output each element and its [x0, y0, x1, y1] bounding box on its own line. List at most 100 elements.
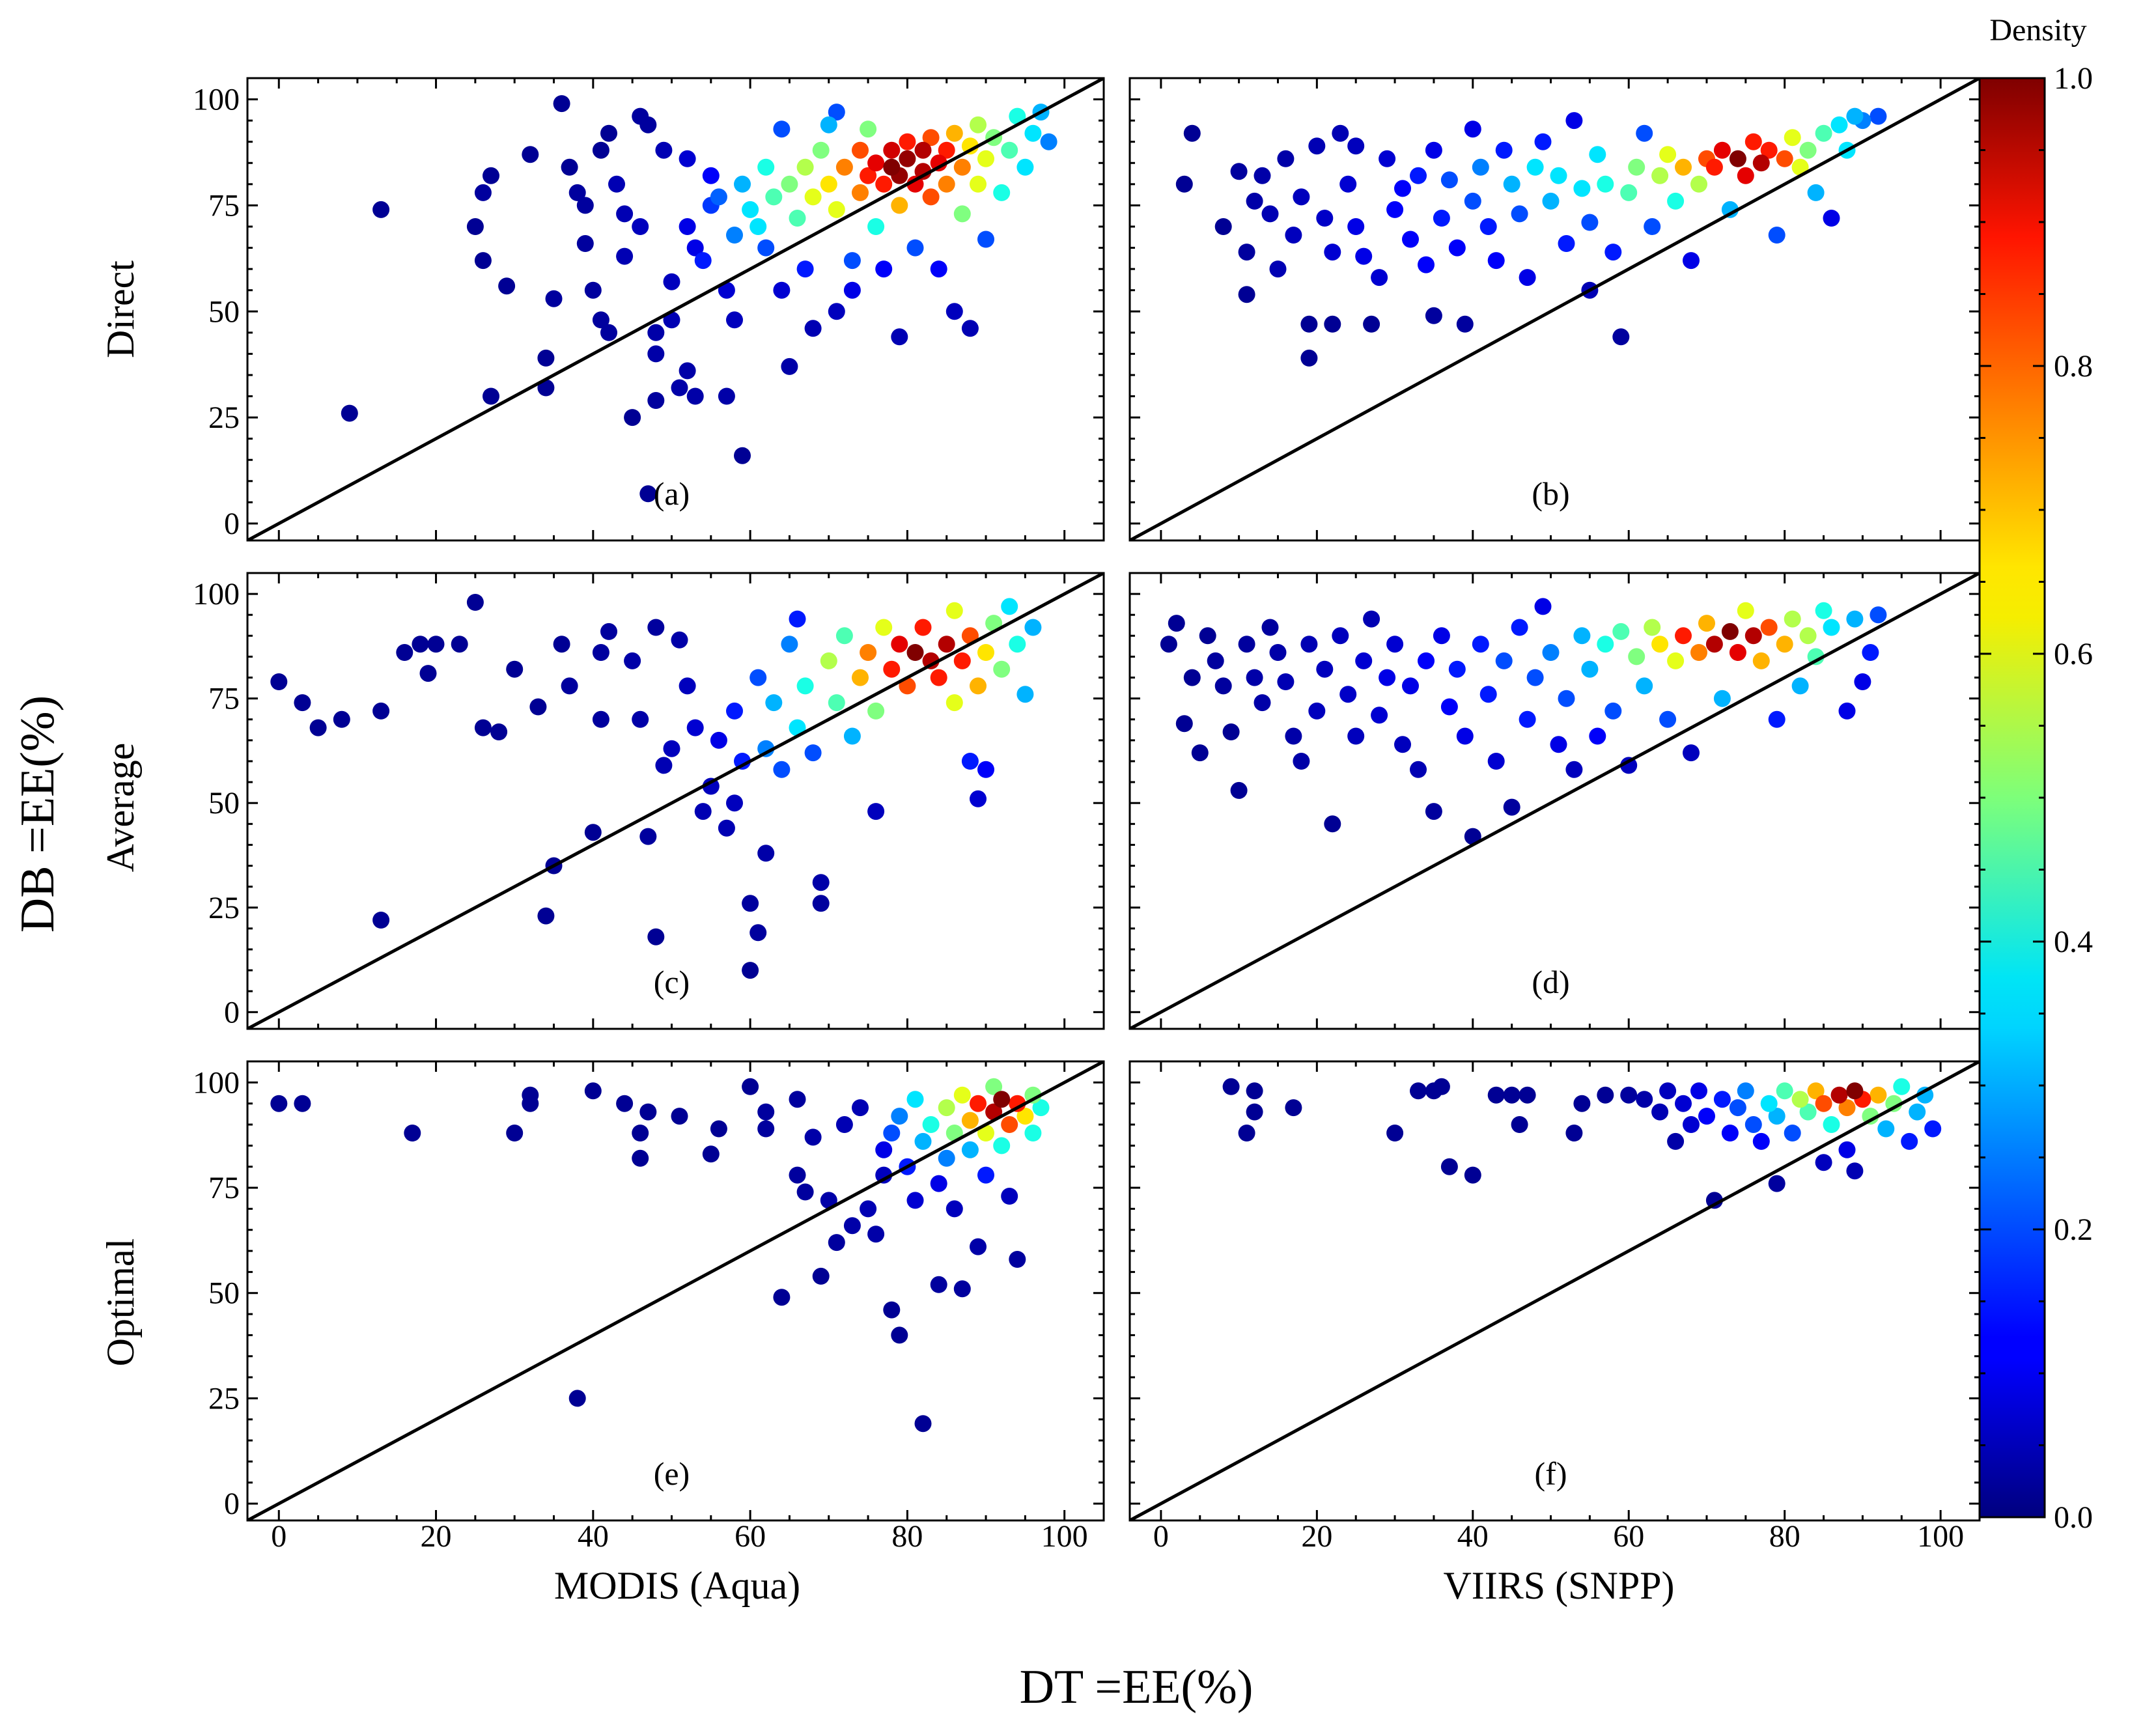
data-point [1402, 677, 1419, 695]
data-point [1410, 1082, 1427, 1100]
plot-frame [246, 77, 1105, 542]
data-point [639, 485, 657, 503]
data-point [1511, 205, 1528, 223]
data-point [914, 1415, 932, 1433]
data-point [1009, 107, 1026, 125]
data-point [914, 141, 932, 159]
data-point [1009, 1251, 1026, 1268]
data-point [270, 1095, 288, 1112]
data-point [1744, 133, 1762, 150]
data-point [1916, 1086, 1934, 1104]
data-point [1636, 1091, 1653, 1108]
data-point [1285, 1099, 1302, 1117]
data-point [474, 184, 492, 201]
panel-label: (f) [1535, 1455, 1567, 1492]
data-point [1690, 1082, 1707, 1100]
data-point [1024, 124, 1042, 142]
data-point [545, 290, 563, 307]
data-point [828, 694, 845, 712]
data-point [977, 1125, 994, 1141]
data-point [396, 644, 413, 661]
data-point [1222, 723, 1240, 740]
data-point [1589, 727, 1606, 745]
data-point [970, 175, 987, 193]
row-title-direct: Direct [99, 260, 142, 358]
data-point [1752, 154, 1770, 172]
data-point [1877, 1120, 1895, 1138]
data-point [1526, 669, 1544, 686]
data-point [1768, 710, 1786, 728]
data-point [537, 379, 555, 397]
data-point [789, 610, 806, 628]
data-point [1207, 652, 1224, 669]
data-point [726, 227, 743, 244]
data-point [1238, 636, 1255, 653]
data-point [970, 1095, 987, 1112]
data-point [1620, 184, 1638, 201]
data-point [985, 1103, 1003, 1121]
data-point [608, 175, 625, 193]
data-point [451, 636, 468, 653]
data-point [1238, 286, 1255, 303]
data-point [961, 1141, 979, 1158]
data-point [930, 154, 947, 172]
data-point [632, 218, 649, 235]
data-point [404, 1125, 421, 1141]
data-point [1862, 1108, 1879, 1125]
data-point [1433, 1078, 1450, 1095]
data-point [1893, 1078, 1911, 1095]
data-point [1519, 710, 1536, 728]
data-point [1644, 218, 1661, 235]
data-point [1683, 1116, 1700, 1133]
data-point [584, 281, 602, 299]
panel-e: 0 25 50 75 100 0 20 40 60 80 100 (e) [193, 1060, 1105, 1554]
data-point [1009, 1095, 1026, 1112]
data-point [561, 158, 578, 176]
data-point [1526, 158, 1544, 176]
y-tick-label: 75 [208, 1171, 240, 1205]
data-point [1347, 218, 1365, 235]
data-point [1464, 828, 1481, 845]
data-point [1597, 175, 1614, 193]
data-point [1379, 669, 1396, 686]
data-point [616, 205, 634, 223]
data-point [1597, 636, 1614, 653]
data-point [1024, 1086, 1042, 1104]
colorbar-title: Density [1989, 13, 2086, 48]
data-point [843, 1217, 861, 1235]
data-point [427, 636, 445, 653]
data-point [686, 387, 704, 405]
data-point [765, 188, 783, 206]
data-point [1705, 1192, 1723, 1209]
data-point [1815, 1154, 1832, 1171]
data-point [883, 141, 901, 159]
panel-c: 0 25 50 75 100 (c) [193, 572, 1105, 1030]
data-point [1909, 1103, 1926, 1121]
data-point [1199, 627, 1216, 645]
data-point [843, 281, 861, 299]
data-point [1597, 1086, 1614, 1104]
data-point [1768, 227, 1786, 244]
data-point [702, 167, 720, 184]
data-point [1838, 1099, 1856, 1117]
data-point [1324, 244, 1341, 261]
data-point [1846, 107, 1864, 125]
data-point [1230, 163, 1248, 180]
one-to-one-line [247, 1061, 1104, 1520]
data-point [694, 803, 712, 820]
data-point [372, 912, 390, 929]
data-point [1815, 124, 1832, 142]
data-point [639, 116, 657, 133]
data-point [1316, 660, 1334, 678]
data-point [1418, 652, 1435, 669]
data-point [1254, 167, 1271, 184]
data-point [914, 619, 932, 636]
column-title-modis: MODIS (Aqua) [554, 1564, 800, 1607]
data-point [1293, 188, 1310, 206]
data-point [1620, 1086, 1638, 1104]
data-point [1737, 167, 1754, 184]
data-point [466, 594, 484, 611]
data-point [1214, 677, 1232, 695]
one-to-one-line [247, 78, 1104, 540]
data-point [1487, 252, 1505, 270]
